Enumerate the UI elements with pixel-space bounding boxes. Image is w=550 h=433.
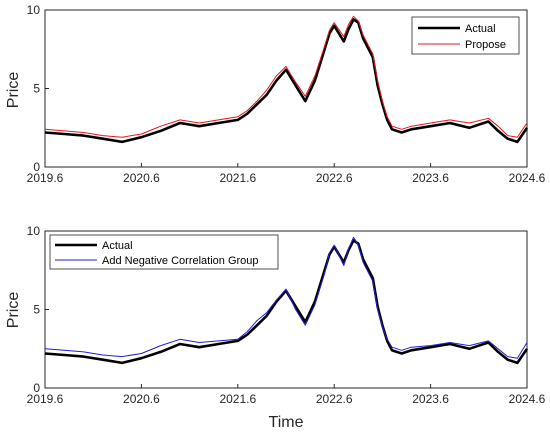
top-x-tick-label: 2020.6 (123, 171, 160, 185)
top-y-axis-label: Price (5, 72, 22, 109)
top-y-tick-label: 10 (27, 3, 41, 17)
top-series-actual-line (44, 18, 529, 144)
top-x-tick-label: 2019.6 (27, 171, 64, 185)
top-legend-box (411, 16, 520, 55)
bottom-y-ticks: 0 5 10 (27, 224, 49, 395)
top-y-tick-label: 0 (33, 160, 40, 174)
top-legend-label-actual: Actual (465, 23, 496, 35)
top-y-tick-label: 5 (33, 82, 40, 96)
top-x-tick-label: 2022.6 (316, 171, 353, 185)
bottom-x-tick-label: 2024.6 (509, 392, 546, 406)
top-x-tick-label: 2024.6 (509, 171, 546, 185)
top-plot-lines (44, 15, 529, 144)
bottom-y-tick-label: 10 (27, 224, 41, 238)
bottom-plot-lines (44, 236, 529, 365)
bottom-panel: 2019.6 2020.6 2021.6 2022.6 2023.6 2024.6 0 5 1… (5, 224, 546, 431)
bottom-series-negative-correlation-line (44, 236, 528, 359)
bottom-x-tick-label: 2022.6 (316, 392, 353, 406)
top-x-tick-label: 2021.6 (219, 171, 256, 185)
top-x-tick-label: 2023.6 (412, 171, 449, 185)
bottom-y-tick-label: 5 (33, 303, 40, 317)
bottom-y-tick-label: 0 (33, 381, 40, 395)
top-legend: Actual Propose (411, 16, 520, 55)
bottom-x-tick-label: 2021.6 (219, 392, 256, 406)
top-legend-label-propose: Propose (465, 39, 506, 51)
bottom-legend: Actual Add Negative Correlation Group (49, 234, 279, 270)
top-x-ticks: 2019.6 2020.6 2021.6 2022.6 2023.6 2024.6 (27, 163, 546, 185)
bottom-x-tick-label: 2020.6 (123, 392, 160, 406)
top-series-propose-line (44, 15, 528, 138)
bottom-series-actual-line (44, 239, 529, 365)
bottom-x-axis-label: Time (269, 414, 304, 431)
bottom-legend-label-negative-correlation: Add Negative Correlation Group (102, 255, 259, 267)
top-y-ticks: 0 5 10 (27, 3, 49, 174)
bottom-x-ticks: 2019.6 2020.6 2021.6 2022.6 2023.6 2024.6 (27, 384, 546, 406)
bottom-legend-label-actual: Actual (102, 240, 133, 252)
top-panel: 2019.6 2020.6 2021.6 2022.6 2023.6 2024.6 0 5 1… (5, 3, 546, 185)
bottom-x-tick-label: 2023.6 (412, 392, 449, 406)
bottom-x-tick-label: 2019.6 (27, 392, 64, 406)
bottom-legend-box (49, 234, 279, 270)
bottom-y-axis-label: Price (5, 292, 22, 329)
